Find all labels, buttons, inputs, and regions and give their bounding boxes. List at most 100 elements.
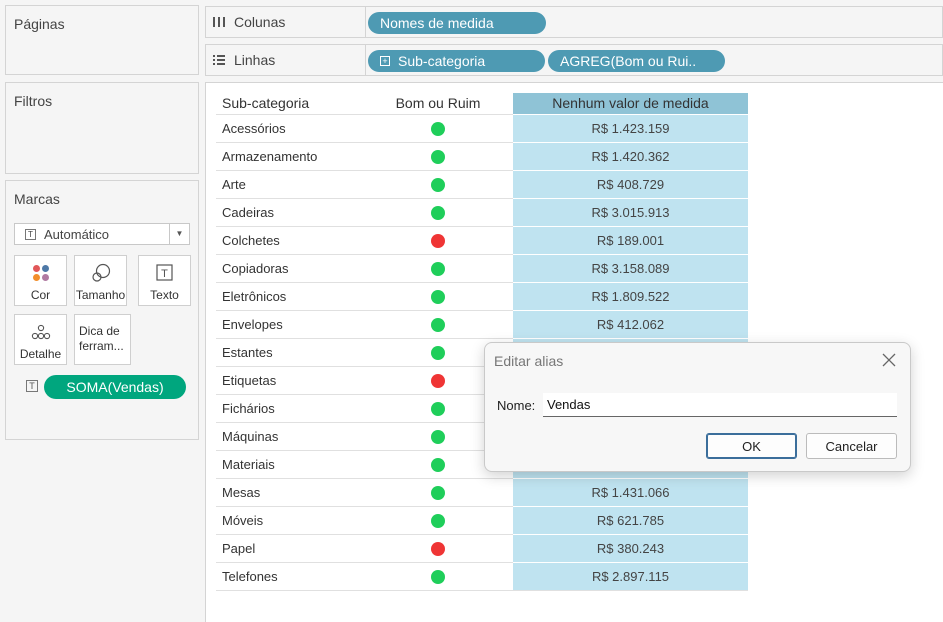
measure-value-cell[interactable]: R$ 412.062 <box>513 309 748 338</box>
marks-panel: Marcas T Automático ▼ Cor Tamanho T Text… <box>5 180 199 440</box>
measure-value-cell[interactable]: R$ 408.729 <box>513 169 748 198</box>
sub-category-cell[interactable]: Fichários <box>216 393 363 422</box>
mark-type-label: Automático <box>44 226 110 242</box>
sub-category-cell[interactable]: Envelopes <box>216 309 363 338</box>
bad-status-dot[interactable] <box>431 373 445 388</box>
measure-value-cell[interactable]: R$ 1.423.159 <box>513 113 748 142</box>
good-status-dot[interactable] <box>431 205 445 220</box>
dialog-title: Editar alias <box>494 353 564 369</box>
measure-value-cell[interactable]: R$ 1.809.522 <box>513 281 748 310</box>
color-button[interactable]: Cor <box>14 255 67 306</box>
status-cell[interactable] <box>363 309 513 338</box>
cancel-button[interactable]: Cancelar <box>806 433 897 459</box>
table-row[interactable]: Cadeiras R$ 3.015.913 <box>216 197 748 226</box>
table-row[interactable]: Acessórios R$ 1.423.159 <box>216 113 748 142</box>
measure-value-cell[interactable]: R$ 189.001 <box>513 225 748 254</box>
size-button[interactable]: Tamanho <box>74 255 127 306</box>
table-row[interactable]: Arte R$ 408.729 <box>216 169 748 198</box>
good-status-dot[interactable] <box>431 569 445 584</box>
good-status-dot[interactable] <box>431 457 445 472</box>
pill-sub-category[interactable]: + Sub-categoria <box>368 50 545 72</box>
header-measure-value[interactable]: Nenhum valor de medida <box>513 93 748 114</box>
sub-category-cell[interactable]: Arte <box>216 169 363 198</box>
good-status-dot[interactable] <box>431 345 445 360</box>
detail-button[interactable]: Detalhe <box>14 314 67 365</box>
pages-panel[interactable]: Páginas <box>5 5 199 75</box>
ok-button[interactable]: OK <box>706 433 797 459</box>
status-cell[interactable] <box>363 225 513 254</box>
measure-value-cell[interactable]: R$ 1.420.362 <box>513 141 748 170</box>
good-status-dot[interactable] <box>431 401 445 416</box>
table-row[interactable]: Mesas R$ 1.431.066 <box>216 477 748 506</box>
bad-status-dot[interactable] <box>431 233 445 248</box>
sub-category-cell[interactable]: Papel <box>216 533 363 562</box>
status-cell[interactable] <box>363 197 513 226</box>
good-status-dot[interactable] <box>431 121 445 136</box>
sub-category-cell[interactable]: Etiquetas <box>216 365 363 394</box>
sub-category-cell[interactable]: Colchetes <box>216 225 363 254</box>
sub-category-cell[interactable]: Acessórios <box>216 113 363 142</box>
tooltip-label: Dica de ferram... <box>79 324 124 353</box>
sub-category-cell[interactable]: Materiais <box>216 449 363 478</box>
good-status-dot[interactable] <box>431 317 445 332</box>
columns-icon <box>213 17 225 27</box>
measure-value-cell[interactable]: R$ 621.785 <box>513 505 748 534</box>
measure-pill-soma-vendas[interactable]: SOMA(Vendas) <box>44 375 186 399</box>
expand-plus-icon[interactable]: + <box>380 56 390 66</box>
table-row[interactable]: Eletrônicos R$ 1.809.522 <box>216 281 748 310</box>
status-cell[interactable] <box>363 113 513 142</box>
table-row[interactable]: Móveis R$ 621.785 <box>216 505 748 534</box>
sub-category-cell[interactable]: Copiadoras <box>216 253 363 282</box>
sub-category-cell[interactable]: Máquinas <box>216 421 363 450</box>
sub-category-cell[interactable]: Móveis <box>216 505 363 534</box>
status-cell[interactable] <box>363 533 513 562</box>
good-status-dot[interactable] <box>431 429 445 444</box>
filters-panel[interactable]: Filtros <box>5 82 199 174</box>
header-bom-ou-ruim[interactable]: Bom ou Ruim <box>395 95 481 112</box>
columns-shelf: Colunas Nomes de medida <box>205 6 943 38</box>
good-status-dot[interactable] <box>431 513 445 528</box>
chevron-down-icon[interactable]: ▼ <box>169 224 189 244</box>
status-cell[interactable] <box>363 281 513 310</box>
sub-category-cell[interactable]: Eletrônicos <box>216 281 363 310</box>
table-row[interactable]: Copiadoras R$ 3.158.089 <box>216 253 748 282</box>
table-row[interactable]: Telefones R$ 2.897.115 <box>216 561 748 591</box>
header-sub-category[interactable]: Sub-categoria <box>222 95 310 112</box>
pill-agreg-bom-ou-ruim[interactable]: AGREG(Bom ou Rui.. <box>548 50 725 72</box>
sub-category-cell[interactable]: Armazenamento <box>216 141 363 170</box>
measure-value-cell[interactable]: R$ 3.015.913 <box>513 197 748 226</box>
tooltip-button[interactable]: Dica de ferram... <box>74 314 131 365</box>
good-status-dot[interactable] <box>431 149 445 164</box>
table-row[interactable]: Envelopes R$ 412.062 <box>216 309 748 338</box>
status-cell[interactable] <box>363 253 513 282</box>
status-cell[interactable] <box>363 561 513 591</box>
sub-category-cell[interactable]: Estantes <box>216 337 363 366</box>
bad-status-dot[interactable] <box>431 541 445 556</box>
filters-title: Filtros <box>14 93 53 109</box>
measure-value-cell[interactable]: R$ 380.243 <box>513 533 748 562</box>
sub-category-cell[interactable]: Cadeiras <box>216 197 363 226</box>
sub-category-cell[interactable]: Telefones <box>216 561 363 591</box>
good-status-dot[interactable] <box>431 485 445 500</box>
table-row[interactable]: Colchetes R$ 189.001 <box>216 225 748 254</box>
pill-measure-names[interactable]: Nomes de medida <box>368 12 546 34</box>
text-button[interactable]: T Texto <box>138 255 191 306</box>
status-cell[interactable] <box>363 505 513 534</box>
good-status-dot[interactable] <box>431 177 445 192</box>
table-row[interactable]: Armazenamento R$ 1.420.362 <box>216 141 748 170</box>
table-row[interactable]: Papel R$ 380.243 <box>216 533 748 562</box>
measure-value-cell[interactable]: R$ 1.431.066 <box>513 477 748 506</box>
good-status-dot[interactable] <box>431 289 445 304</box>
svg-text:T: T <box>161 268 168 280</box>
good-status-dot[interactable] <box>431 261 445 276</box>
alias-name-input[interactable] <box>543 393 897 417</box>
close-icon[interactable] <box>880 351 898 369</box>
status-cell[interactable] <box>363 141 513 170</box>
edit-alias-dialog: Editar alias Nome: OK Cancelar <box>484 342 911 472</box>
status-cell[interactable] <box>363 169 513 198</box>
measure-value-cell[interactable]: R$ 2.897.115 <box>513 561 748 591</box>
sub-category-cell[interactable]: Mesas <box>216 477 363 506</box>
status-cell[interactable] <box>363 477 513 506</box>
mark-type-dropdown[interactable]: T Automático ▼ <box>14 223 190 245</box>
measure-value-cell[interactable]: R$ 3.158.089 <box>513 253 748 282</box>
